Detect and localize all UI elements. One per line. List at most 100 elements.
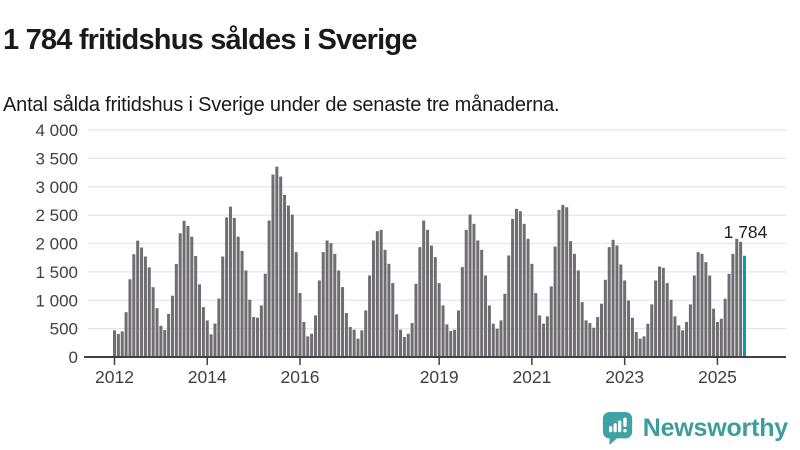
bar	[596, 317, 600, 357]
bar	[449, 331, 453, 357]
bar	[719, 318, 723, 357]
bar	[553, 246, 557, 357]
bar	[263, 273, 267, 357]
svg-text:500: 500	[50, 320, 78, 339]
bar	[731, 253, 735, 357]
bar	[186, 225, 190, 357]
bar	[147, 267, 151, 357]
bar	[310, 333, 314, 357]
bar	[159, 325, 163, 357]
svg-text:2 000: 2 000	[35, 235, 78, 254]
bar	[217, 298, 221, 357]
svg-text:2014: 2014	[188, 367, 227, 387]
bar	[140, 247, 144, 357]
bar	[221, 256, 225, 357]
bar	[402, 337, 406, 357]
highlighted-bar	[743, 255, 746, 357]
bar	[414, 283, 418, 357]
bar	[167, 313, 171, 357]
bar	[708, 275, 712, 357]
bar	[240, 250, 244, 357]
bar	[569, 241, 573, 357]
bar	[685, 322, 689, 357]
bar	[518, 211, 522, 357]
bar	[136, 240, 140, 357]
bar	[511, 218, 515, 357]
bar	[256, 317, 259, 357]
bar	[491, 323, 495, 357]
bar	[248, 299, 252, 357]
chart-subtitle: Antal sålda fritidshus i Sverige under d…	[3, 94, 560, 116]
bar	[433, 257, 437, 357]
bar	[530, 263, 534, 357]
bar	[739, 241, 743, 357]
bar	[495, 328, 499, 357]
bar	[580, 302, 584, 357]
svg-text:1 500: 1 500	[35, 263, 78, 282]
bar	[576, 270, 580, 357]
bar	[487, 305, 491, 357]
bar	[429, 245, 433, 357]
bar	[302, 322, 306, 357]
bar	[669, 299, 673, 357]
bar	[213, 323, 217, 357]
bar	[599, 303, 603, 357]
bar	[514, 208, 518, 357]
bar	[545, 316, 549, 357]
bar	[325, 240, 329, 357]
bar	[375, 231, 379, 357]
bar	[391, 283, 395, 357]
bar	[665, 283, 669, 357]
bar	[337, 270, 341, 357]
bar	[611, 239, 615, 357]
last-value-annotation: 1 784	[724, 222, 768, 242]
svg-text:2025: 2025	[698, 367, 737, 387]
bar	[151, 287, 155, 357]
bar	[526, 238, 530, 357]
bar	[113, 330, 116, 357]
bar	[661, 267, 665, 357]
bar	[333, 253, 337, 357]
bar	[225, 217, 229, 357]
bar	[654, 280, 658, 357]
bar	[198, 284, 202, 357]
bar	[120, 331, 124, 357]
bar	[619, 264, 623, 357]
bar	[700, 253, 704, 357]
bar	[422, 220, 426, 357]
bar	[128, 279, 132, 357]
bar	[572, 253, 576, 357]
bar	[445, 324, 449, 357]
bar	[549, 286, 553, 357]
bar	[565, 207, 569, 357]
bar	[178, 233, 182, 357]
bar	[561, 204, 565, 357]
bar	[657, 266, 661, 357]
bar	[267, 220, 271, 357]
bar	[441, 305, 445, 357]
bar	[252, 317, 256, 357]
bar	[503, 293, 507, 357]
bar	[379, 229, 383, 357]
bar	[499, 320, 503, 357]
svg-text:2019: 2019	[420, 367, 459, 387]
bar	[615, 245, 619, 357]
bar	[650, 304, 654, 357]
bar	[194, 255, 198, 358]
svg-text:2021: 2021	[512, 367, 551, 387]
svg-text:0: 0	[69, 348, 78, 367]
bar	[677, 325, 681, 357]
newsworthy-logo[interactable]: Newsworthy	[601, 410, 788, 446]
bar	[368, 275, 372, 357]
bar	[453, 329, 457, 357]
bar	[356, 338, 360, 357]
bar	[132, 254, 136, 357]
bar	[468, 214, 472, 357]
bar	[480, 249, 484, 357]
bar	[313, 315, 317, 357]
bar	[557, 209, 561, 357]
bar	[306, 336, 310, 357]
bar	[371, 240, 375, 357]
svg-text:2023: 2023	[605, 367, 644, 387]
bar	[623, 280, 627, 357]
